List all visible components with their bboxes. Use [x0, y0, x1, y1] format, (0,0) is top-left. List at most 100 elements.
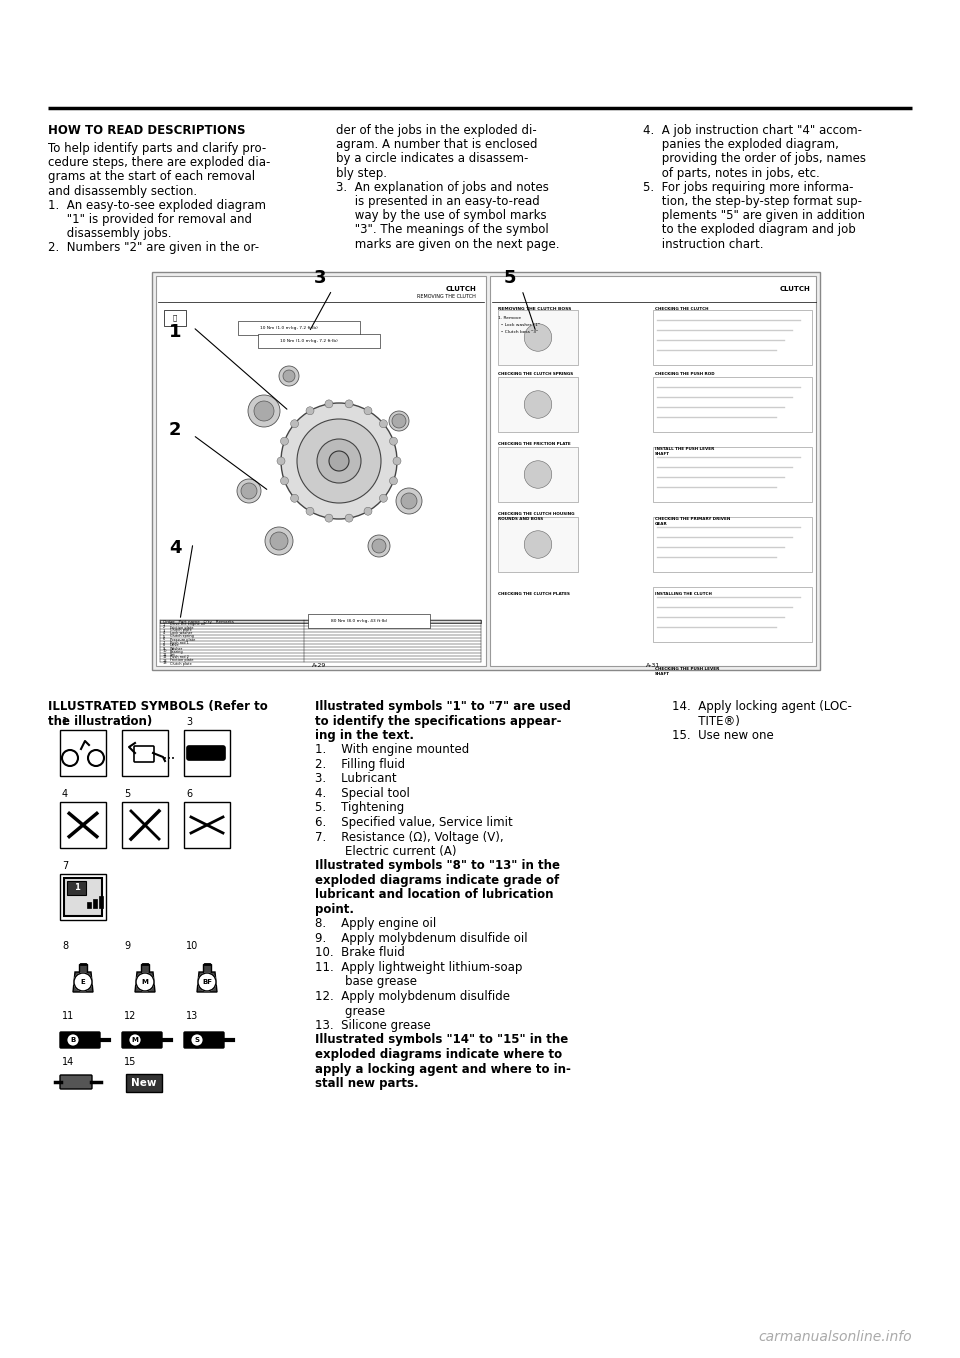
Circle shape	[306, 508, 314, 515]
Text: Clutch spring: Clutch spring	[170, 634, 194, 638]
Bar	[99, 896, 103, 909]
Text: 5: 5	[504, 269, 516, 287]
Text: 9: 9	[124, 941, 131, 951]
Text: Clutch plate: Clutch plate	[170, 661, 192, 665]
Text: • Lock washer "1": • Lock washer "1"	[498, 323, 540, 327]
Circle shape	[248, 395, 280, 426]
FancyBboxPatch shape	[122, 1032, 162, 1048]
Circle shape	[390, 437, 397, 445]
Bar	[653, 378, 812, 432]
Circle shape	[324, 399, 333, 407]
Text: 11: 11	[163, 652, 167, 656]
Circle shape	[306, 407, 314, 414]
Text: 8.    Apply engine oil: 8. Apply engine oil	[315, 918, 436, 930]
Bar	[653, 517, 812, 572]
Bar	[203, 964, 211, 974]
Text: bly step.: bly step.	[336, 167, 387, 179]
Circle shape	[390, 477, 397, 485]
Text: way by the use of symbol marks: way by the use of symbol marks	[336, 209, 546, 223]
Text: To help identify parts and clarify pro-: To help identify parts and clarify pro-	[48, 143, 266, 155]
Text: CHECKING THE PUSH ROD: CHECKING THE PUSH ROD	[655, 372, 714, 376]
FancyBboxPatch shape	[238, 320, 360, 335]
Text: 14: 14	[62, 1057, 74, 1067]
FancyBboxPatch shape	[258, 334, 380, 348]
Text: disassembly jobs.: disassembly jobs.	[48, 227, 172, 240]
Text: TITE®): TITE®)	[672, 714, 740, 728]
Circle shape	[379, 420, 388, 428]
Text: Drive: Drive	[170, 644, 180, 648]
Text: 3: 3	[163, 629, 165, 633]
Text: A-29: A-29	[312, 663, 326, 668]
Circle shape	[74, 972, 92, 991]
Text: INSTALL THE PUSH LEVER
SHAFT: INSTALL THE PUSH LEVER SHAFT	[655, 447, 714, 455]
Text: Illustrated symbols "8" to "13" in the: Illustrated symbols "8" to "13" in the	[315, 860, 560, 872]
Text: 3.  An explanation of jobs and notes: 3. An explanation of jobs and notes	[336, 181, 549, 194]
Circle shape	[270, 532, 288, 550]
Bar	[653, 310, 812, 365]
Bar	[60, 731, 106, 775]
Text: point.: point.	[315, 903, 354, 917]
Bar	[126, 1074, 162, 1092]
Text: "1" is provided for removal and: "1" is provided for removal and	[48, 213, 252, 225]
Text: 11.  Apply lightweight lithium-soap: 11. Apply lightweight lithium-soap	[315, 961, 522, 974]
Text: BF: BF	[202, 979, 212, 985]
Bar	[60, 875, 106, 919]
Text: CLUTCH: CLUTCH	[780, 287, 810, 292]
Text: 3: 3	[186, 717, 192, 727]
Circle shape	[128, 1033, 142, 1047]
Text: CHECKING THE PUSH LEVER
SHAFT: CHECKING THE PUSH LEVER SHAFT	[655, 667, 719, 675]
FancyBboxPatch shape	[184, 1032, 224, 1048]
Text: cedure steps, there are exploded dia-: cedure steps, there are exploded dia-	[48, 156, 271, 170]
Text: 2: 2	[163, 626, 165, 630]
Text: plements "5" are given in addition: plements "5" are given in addition	[643, 209, 865, 223]
Text: providing the order of jobs, names: providing the order of jobs, names	[643, 152, 866, 166]
Circle shape	[241, 483, 257, 498]
Bar	[79, 964, 87, 974]
Text: 6.    Specified value, Service limit: 6. Specified value, Service limit	[315, 816, 513, 828]
Text: Electric current (A): Electric current (A)	[315, 845, 457, 858]
Text: 4.  A job instruction chart "4" accom-: 4. A job instruction chart "4" accom-	[643, 124, 862, 137]
Text: 12: 12	[124, 1010, 136, 1021]
Text: 4.    Special tool: 4. Special tool	[315, 788, 410, 800]
FancyBboxPatch shape	[60, 1032, 100, 1048]
Text: 1: 1	[163, 622, 165, 626]
Text: 10 Nm (1.0 m·kg, 7.2 ft·lb): 10 Nm (1.0 m·kg, 7.2 ft·lb)	[260, 326, 318, 330]
Text: to identify the specifications appear-: to identify the specifications appear-	[315, 714, 562, 728]
Text: exploded diagrams indicate where to: exploded diagrams indicate where to	[315, 1048, 563, 1061]
Text: 12.  Apply molybdenum disulfide: 12. Apply molybdenum disulfide	[315, 990, 510, 1004]
Text: agram. A number that is enclosed: agram. A number that is enclosed	[336, 139, 538, 151]
Bar	[64, 879, 102, 917]
Text: 1: 1	[74, 884, 80, 892]
Circle shape	[66, 1033, 80, 1047]
Text: 1.    With engine mounted: 1. With engine mounted	[315, 743, 469, 756]
Text: •••: •••	[163, 756, 175, 762]
FancyBboxPatch shape	[308, 614, 430, 627]
Text: Set: Set	[170, 652, 176, 656]
Bar	[653, 447, 812, 502]
Text: of parts, notes in jobs, etc.: of parts, notes in jobs, etc.	[643, 167, 820, 179]
Bar	[184, 731, 230, 775]
Text: E: E	[81, 979, 85, 985]
Bar	[122, 731, 168, 775]
Bar	[160, 621, 481, 623]
Circle shape	[524, 323, 552, 352]
Text: 10: 10	[186, 941, 199, 951]
Polygon shape	[135, 972, 155, 991]
Text: 2: 2	[124, 717, 131, 727]
Circle shape	[364, 407, 372, 414]
Text: • Clutch boss "3": • Clutch boss "3"	[498, 330, 538, 334]
Text: 3: 3	[314, 269, 326, 287]
Circle shape	[372, 539, 386, 553]
Text: Bearing: Bearing	[170, 649, 183, 653]
Text: grams at the start of each removal: grams at the start of each removal	[48, 170, 255, 183]
Text: CHECKING THE CLUTCH PLATES: CHECKING THE CLUTCH PLATES	[498, 592, 570, 596]
Text: Push rod 2: Push rod 2	[170, 656, 189, 660]
Circle shape	[66, 1033, 80, 1047]
Text: ing in the text.: ing in the text.	[315, 729, 414, 741]
Text: der of the jobs in the exploded di-: der of the jobs in the exploded di-	[336, 124, 537, 137]
Circle shape	[190, 1033, 204, 1047]
Text: 1: 1	[169, 323, 181, 341]
Text: 5: 5	[124, 789, 131, 799]
Text: 7: 7	[62, 861, 68, 870]
Circle shape	[345, 399, 353, 407]
